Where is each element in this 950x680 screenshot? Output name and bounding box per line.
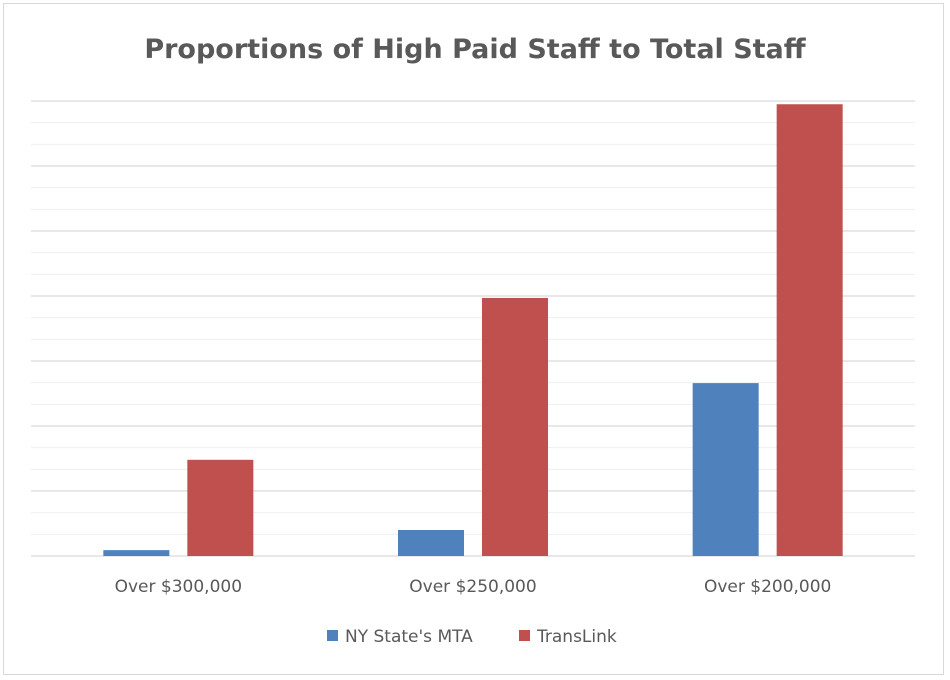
legend-swatch-1 (519, 630, 530, 641)
x-tick-label: Over $200,000 (704, 577, 831, 597)
bar-translink-0 (187, 459, 254, 556)
bar-translink-1 (482, 297, 548, 556)
legend-swatch-0 (327, 630, 338, 641)
chart-title: Proportions of High Paid Staff to Total … (144, 34, 806, 65)
x-tick-label: Over $300,000 (115, 577, 242, 597)
bars (103, 104, 843, 556)
x-tick-label: Over $250,000 (409, 577, 536, 597)
x-axis-ticks: Over $300,000 Over $250,000 Over $200,000 (115, 577, 832, 597)
bar-mta-1 (398, 530, 464, 556)
bar-mta-0 (103, 550, 170, 556)
bar-mta-2 (692, 383, 759, 556)
legend: NY State's MTA TransLink (327, 627, 617, 647)
gridlines (31, 100, 915, 557)
legend-label-1: TransLink (536, 627, 617, 647)
bar-translink-2 (776, 104, 843, 556)
legend-label-0: NY State's MTA (345, 627, 473, 647)
